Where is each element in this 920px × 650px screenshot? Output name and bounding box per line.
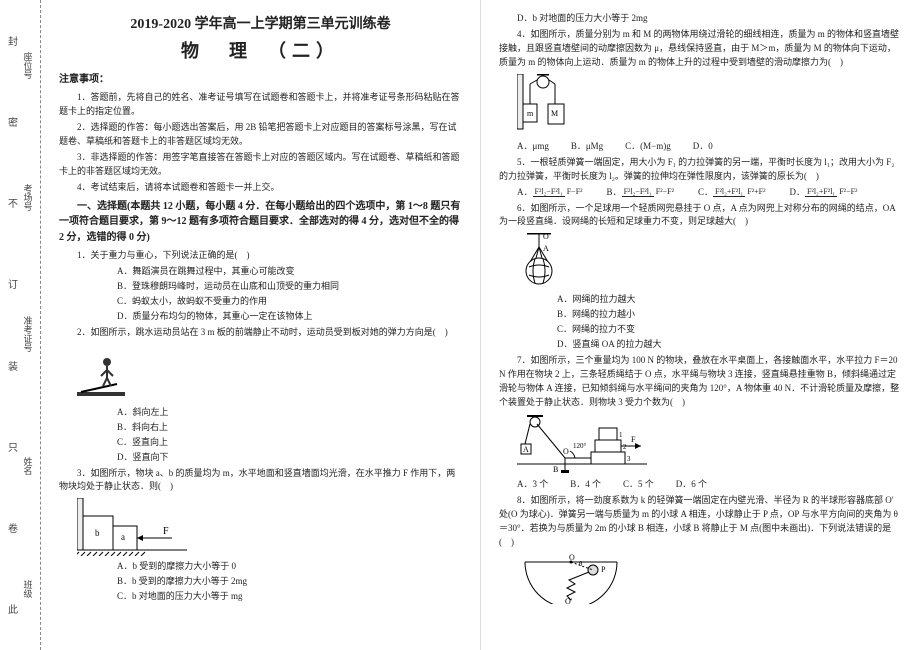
section1-head: 一、选择题(本题共 12 小题，每小题 4 分．在每小题给出的四个选项中，第 1… bbox=[59, 199, 462, 246]
opt: D．F²l₂+F²l₁F²−F² bbox=[789, 186, 859, 200]
paper-subject: 物 理 （二） bbox=[59, 38, 462, 66]
opt: B．F²l₂−F²l₁F²−F² bbox=[607, 186, 676, 200]
q4-stem: 4．如图所示，质量分别为 m 和 M 的两物体用绕过滑轮的细线相连，质量为 m … bbox=[499, 28, 902, 70]
svg-text:P: P bbox=[601, 565, 606, 574]
opt: A．μmg bbox=[517, 140, 549, 154]
opt: D．竖直绳 OA 的拉力越大 bbox=[557, 338, 902, 352]
mark: 只 bbox=[4, 442, 19, 452]
svg-text:M: M bbox=[551, 109, 558, 118]
svg-text:A: A bbox=[543, 244, 549, 253]
q8-figure: O O' P θ bbox=[517, 554, 902, 604]
svg-text:m: m bbox=[527, 109, 534, 118]
notice: 2．选择题的作答：每小题选出答案后，用 2B 铅笔把答题卡上对应题目的答案标号涂… bbox=[59, 121, 462, 149]
q2-opts: A．斜向左上 B．斜向右上 C．竖直向上 D．竖直向下 bbox=[77, 406, 462, 465]
q3-opts: A．b 受到的摩擦力大小等于 0 B．b 受到的摩擦力大小等于 2mg C．b … bbox=[77, 560, 462, 604]
q3-stem: 3．如图所示，物块 a、b 的质量均为 m，水平地面和竖直墙面均光滑，在水平推力… bbox=[59, 467, 462, 495]
exam-page: 封 密 不 订 装 只 卷 此 座位号 考场号 准考证号 姓名 班级 2019-… bbox=[0, 0, 920, 650]
q7-stem: 7．如图所示，三个重量均为 100 N 的物块，叠放在水平桌面上，各接触面水平，… bbox=[499, 354, 902, 410]
opt: A．b 受到的摩擦力大小等于 0 bbox=[117, 560, 462, 574]
q8-stem: 8．如图所示，将一劲度系数为 k 的轻弹簧一端固定在内壁光滑、半径为 R 的半球… bbox=[499, 494, 902, 550]
svg-text:O: O bbox=[563, 447, 569, 456]
opt: D．竖直向下 bbox=[117, 451, 462, 465]
q5-stem: 5．一根轻质弹簧一端固定，用大小为 F₁ 的力拉弹簧的另一端，平衡时长度为 l₁… bbox=[499, 156, 902, 184]
svg-text:2: 2 bbox=[623, 443, 627, 451]
mark: 不 bbox=[4, 198, 19, 208]
field-label: 姓名 bbox=[22, 457, 35, 475]
mark: 卷 bbox=[4, 523, 19, 533]
svg-text:F: F bbox=[631, 435, 636, 444]
q7-figure: 3 2 1 F O B A 120° bbox=[517, 414, 902, 474]
mark: 订 bbox=[4, 279, 19, 289]
opt: D．0 bbox=[693, 140, 713, 154]
q6-figure: O A bbox=[517, 233, 902, 289]
q3-opt-d: D．b 对地面的压力大小等于 2mg bbox=[499, 12, 902, 26]
opt: C．(M−m)g bbox=[625, 140, 671, 154]
opt: A．舞蹈演员在跳舞过程中，其重心可能改变 bbox=[117, 265, 462, 279]
notice: 4．考试结束后，请将本试题卷和答题卡一并上交。 bbox=[59, 181, 462, 195]
svg-text:F: F bbox=[163, 526, 169, 537]
q6-opts: A．网绳的拉力越大 B．网绳的拉力越小 C．网绳的拉力不变 D．竖直绳 OA 的… bbox=[517, 293, 902, 352]
opt: B．4 个 bbox=[570, 478, 601, 492]
opt: B．登珠穆朗玛峰时，运动员在山底和山顶受的重力相同 bbox=[117, 280, 462, 294]
svg-text:A: A bbox=[523, 445, 529, 454]
opt: D．质量分布均匀的物体，其重心一定在该物体上 bbox=[117, 310, 462, 324]
q7-opts: A．3 个 B．4 个 C．5 个 D．6 个 bbox=[517, 478, 902, 492]
opt: B．斜向右上 bbox=[117, 421, 462, 435]
binding-strip: 封 密 不 订 装 只 卷 此 座位号 考场号 准考证号 姓名 班级 bbox=[0, 0, 41, 650]
svg-text:120°: 120° bbox=[573, 442, 587, 450]
q2-figure bbox=[77, 344, 462, 402]
opt: C．网绳的拉力不变 bbox=[557, 323, 902, 337]
opt: A．F²l₂−F²l₁F−F² bbox=[517, 186, 585, 200]
field-label: 座位号 bbox=[22, 52, 35, 79]
svg-text:O: O bbox=[569, 554, 575, 562]
q4-opts: A．μmg B．μMg C．(M−m)g D．0 bbox=[517, 140, 902, 154]
svg-text:b: b bbox=[95, 528, 100, 538]
binding-fields: 座位号 考场号 准考证号 姓名 班级 bbox=[20, 0, 36, 650]
svg-text:3: 3 bbox=[627, 455, 631, 463]
opt: C．F²l₂+F²l₁F²+F² bbox=[698, 186, 767, 200]
paper-title: 2019-2020 学年高一上学期第三单元训练卷 bbox=[59, 14, 462, 36]
opt: B．b 受到的摩擦力大小等于 2mg bbox=[117, 575, 462, 589]
svg-text:B: B bbox=[553, 465, 558, 474]
opt: A．3 个 bbox=[517, 478, 548, 492]
notice-head: 注意事项： bbox=[59, 72, 462, 88]
notice: 1．答题前，先将自己的姓名、准考证号填写在试题卷和答题卡上，并将准考证号条形码粘… bbox=[59, 91, 462, 119]
field-label: 准考证号 bbox=[22, 316, 35, 352]
opt: B．μMg bbox=[571, 140, 603, 154]
right-column: D．b 对地面的压力大小等于 2mg 4．如图所示，质量分别为 m 和 M 的两… bbox=[481, 0, 920, 650]
q3-figure: b a F bbox=[77, 498, 462, 556]
q6-stem: 6．如图所示，一个足球用一个轻质网兜悬挂于 O 点，A 点为网兜上对称分布的网绳… bbox=[499, 202, 902, 230]
opt: C．蚂蚁太小，故蚂蚁不受重力的作用 bbox=[117, 295, 462, 309]
q5-opts: A．F²l₂−F²l₁F−F² B．F²l₂−F²l₁F²−F² C．F²l₂+… bbox=[517, 186, 902, 200]
opt: C．竖直向上 bbox=[117, 436, 462, 450]
opt: B．网绳的拉力越小 bbox=[557, 308, 902, 322]
svg-text:1: 1 bbox=[619, 431, 623, 439]
mark: 装 bbox=[4, 361, 19, 371]
opt: A．斜向左上 bbox=[117, 406, 462, 420]
q4-figure: m M bbox=[517, 74, 902, 136]
opt: D．6 个 bbox=[676, 478, 707, 492]
mark: 封 bbox=[4, 36, 19, 46]
mark: 密 bbox=[4, 117, 19, 127]
binding-marks: 封 密 不 订 装 只 卷 此 bbox=[4, 0, 18, 650]
svg-text:a: a bbox=[121, 532, 125, 542]
opt: C．b 对地面的压力大小等于 mg bbox=[117, 590, 462, 604]
notice: 3．非选择题的作答：用签字笔直接答在答题卡上对应的答题区域内。写在试题卷、草稿纸… bbox=[59, 151, 462, 179]
field-label: 班级 bbox=[22, 580, 35, 598]
svg-text:O: O bbox=[543, 233, 549, 241]
opt: C．5 个 bbox=[623, 478, 654, 492]
q2-stem: 2．如图所示，跳水运动员站在 3 m 板的前端静止不动时，运动员受到板对她的弹力… bbox=[59, 326, 462, 340]
opt: A．网绳的拉力越大 bbox=[557, 293, 902, 307]
q1-stem: 1．关于重力与重心，下列说法正确的是( ) bbox=[59, 249, 462, 263]
left-column: 2019-2020 学年高一上学期第三单元训练卷 物 理 （二） 注意事项： 1… bbox=[41, 0, 481, 650]
q1-opts: A．舞蹈演员在跳舞过程中，其重心可能改变 B．登珠穆朗玛峰时，运动员在山底和山顶… bbox=[77, 265, 462, 324]
mark: 此 bbox=[4, 604, 19, 614]
svg-text:θ: θ bbox=[579, 560, 583, 568]
field-label: 考场号 bbox=[22, 184, 35, 211]
